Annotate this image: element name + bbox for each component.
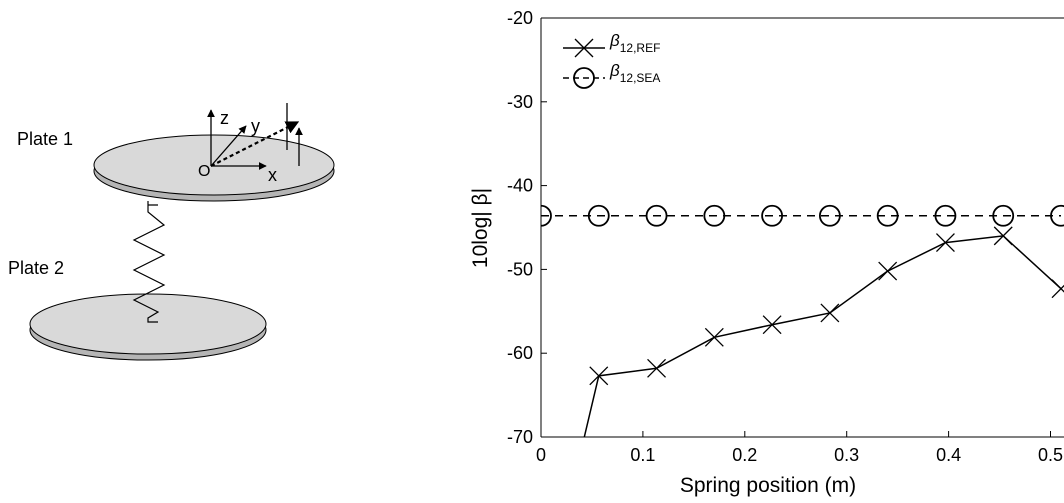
y-tick-label: -50 xyxy=(507,259,533,279)
data-point-sea xyxy=(876,204,899,227)
y-tick-label: -20 xyxy=(507,8,533,28)
series-layer xyxy=(541,204,1064,437)
y-ticks: -70 -60 -50 -40 -30 -20 xyxy=(507,8,547,447)
y-tick-label: -40 xyxy=(507,176,533,196)
y-axis-arrow xyxy=(210,125,247,167)
data-point-ref xyxy=(1051,279,1064,299)
x-tick-label: 0.4 xyxy=(936,445,961,465)
plate-2-label: Plate 2 xyxy=(8,258,64,278)
data-point-ref xyxy=(820,303,840,323)
chart: 0 0.1 0.2 0.3 0.4 0.5 -70 -60 -50 -40 -30 -20 β12,… xyxy=(469,8,1064,497)
plate-2-surface xyxy=(29,293,267,355)
y-axis-label: y xyxy=(251,116,260,136)
plate-1-label: Plate 1 xyxy=(17,129,73,149)
coordinate-axes xyxy=(207,103,303,170)
x-tick-label: 0.5 xyxy=(1038,445,1063,465)
x-tick-label: 0 xyxy=(536,445,546,465)
plate-1 xyxy=(93,134,335,202)
data-point-sea xyxy=(541,204,552,227)
y-tick-label: -60 xyxy=(507,343,533,363)
data-point-sea xyxy=(645,204,668,227)
y-tick-label: -70 xyxy=(507,427,533,447)
data-point-ref xyxy=(935,233,955,253)
data-point-sea xyxy=(587,204,610,227)
y-tick-label: -30 xyxy=(507,92,533,112)
legend-label: β12,REF xyxy=(609,31,660,55)
data-point-sea xyxy=(761,204,784,227)
spring xyxy=(132,201,166,323)
data-point-ref xyxy=(647,358,667,378)
data-point-sea xyxy=(818,204,841,227)
plot-frame xyxy=(540,17,1064,438)
data-point-sea xyxy=(992,204,1015,227)
data-point-ref xyxy=(993,226,1013,246)
series-line-ref xyxy=(583,235,1062,437)
data-point-sea xyxy=(1050,204,1064,227)
legend: β12,REF β12,SEA xyxy=(563,31,660,89)
x-tick-label: 0.2 xyxy=(732,445,757,465)
z-axis-label: z xyxy=(220,108,229,128)
plate-2 xyxy=(29,293,267,361)
data-point-ref xyxy=(878,261,898,281)
x-axis-title: Spring position (m) xyxy=(680,474,856,497)
data-point-sea xyxy=(703,204,726,227)
legend-marker xyxy=(574,38,594,58)
legend-label: β12,SEA xyxy=(609,61,660,85)
legend-marker xyxy=(573,67,595,89)
x-axis-label: x xyxy=(268,165,277,185)
data-point-ref xyxy=(589,366,609,386)
x-tick-label: 0.1 xyxy=(630,445,655,465)
x-ticks: 0 0.1 0.2 0.3 0.4 0.5 xyxy=(536,431,1063,465)
x-tick-label: 0.3 xyxy=(834,445,859,465)
data-point-sea xyxy=(934,204,957,227)
origin-label: O xyxy=(198,163,210,180)
position-vector xyxy=(210,121,300,167)
data-point-ref xyxy=(762,315,782,335)
data-point-ref xyxy=(704,327,724,347)
plot-area xyxy=(541,18,1064,437)
y-axis-title: 10log| β| xyxy=(469,188,492,268)
plate-spring-diagram: z y x O Plate 1 Plate 2 xyxy=(8,103,335,361)
